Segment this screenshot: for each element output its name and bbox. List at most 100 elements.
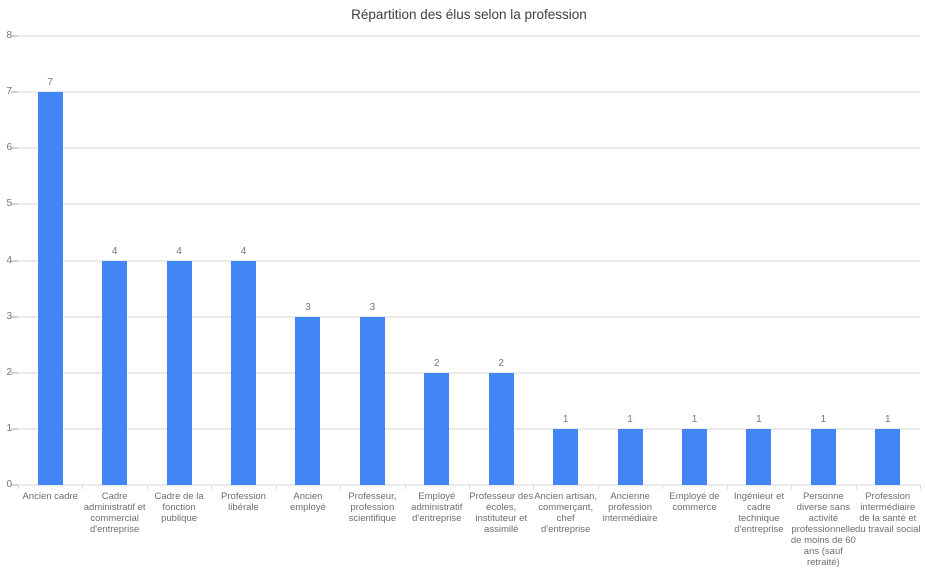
category-label-line: commerce xyxy=(672,502,717,513)
category-label-line: Profession xyxy=(221,491,266,502)
bar-value-label: 1 xyxy=(820,413,827,425)
x-axis-category-label: Employé de commerce xyxy=(657,491,733,513)
x-axis-boundary-tick xyxy=(533,485,535,489)
category-label-line: Ancien cadre xyxy=(22,491,78,502)
y-gridline xyxy=(18,371,920,374)
x-axis-boundary-tick xyxy=(18,485,19,489)
x-axis-category-label: Personne diverse sans activité professionne… xyxy=(785,491,861,568)
category-label-line: de moins de 60 xyxy=(790,535,856,546)
category-label-line: du travail social xyxy=(855,524,921,535)
x-axis-category-label: Ancienne profession intermédiaire xyxy=(592,491,668,524)
x-axis-category-label: Ancien cadre xyxy=(12,491,88,502)
x-axis-boundary-tick xyxy=(340,485,342,489)
x-axis-boundary-tick xyxy=(791,485,793,489)
y-axis-tick-label: 1 xyxy=(6,422,12,434)
category-label-line: chef xyxy=(556,513,575,524)
category-label-line: commerçant, xyxy=(538,502,594,513)
bar xyxy=(424,372,450,485)
y-gridline xyxy=(18,91,920,94)
bar-value-label: 1 xyxy=(885,413,891,425)
bar xyxy=(295,316,321,485)
category-label-line: Cadre de la xyxy=(154,491,204,502)
bar xyxy=(37,92,63,485)
x-axis-category-label: Employé administratif d'entreprise xyxy=(399,491,475,524)
y-axis-tick xyxy=(11,371,18,374)
y-gridline xyxy=(18,203,920,206)
category-label-line: d'entreprise xyxy=(412,513,462,524)
y-axis-tick xyxy=(11,91,18,94)
category-label-line: activité xyxy=(808,513,839,524)
category-label-line: publique xyxy=(161,513,198,524)
y-gridline xyxy=(18,315,920,318)
y-axis-tick xyxy=(11,427,18,430)
y-axis-tick xyxy=(11,315,18,318)
x-axis-category-label: Ancien employé xyxy=(270,491,346,513)
x-axis-boundary-tick xyxy=(855,485,857,489)
category-label-line: professionnelle xyxy=(791,524,856,535)
category-label-line: Employé xyxy=(418,491,456,502)
category-label-line: instituteur et xyxy=(475,513,528,524)
category-label-line: d'entreprise xyxy=(89,524,140,535)
bar xyxy=(553,428,579,485)
y-axis-tick xyxy=(11,147,18,150)
x-axis-category-label: Cadre administratif et commercial d'entrepr… xyxy=(77,491,153,535)
bar xyxy=(488,372,514,485)
y-axis-tick xyxy=(11,484,18,486)
category-label-line: fonction xyxy=(162,502,196,513)
y-axis-tick-label: 6 xyxy=(6,142,12,154)
category-label-line: technique xyxy=(738,513,780,524)
y-gridline xyxy=(18,427,920,430)
y-axis-tick xyxy=(11,259,18,262)
y-axis-tick-label: 5 xyxy=(6,198,12,210)
category-label-line: assimilé xyxy=(484,524,519,535)
bar xyxy=(359,316,385,485)
x-axis-category-label: Ancien artisan, commerçant, chef d'entrepri… xyxy=(528,491,604,535)
bar xyxy=(746,428,772,485)
y-gridline xyxy=(18,259,920,262)
category-label-line: cadre xyxy=(747,502,771,513)
category-label-line: diverse sans xyxy=(796,502,851,513)
category-label-line: ans (sauf xyxy=(803,546,843,557)
x-axis-boundary-tick xyxy=(211,485,213,489)
bar xyxy=(682,428,707,485)
bar xyxy=(231,260,256,485)
category-label-line: employé xyxy=(289,502,326,513)
category-label-line: Ancien xyxy=(293,491,323,502)
category-label-line: Professeur, xyxy=(348,491,397,502)
bar-value-label: 4 xyxy=(240,245,247,257)
category-label-line: profession xyxy=(350,502,395,513)
x-axis-category-label: Ingénieur et cadre technique d'entreprise xyxy=(721,491,797,535)
y-gridline xyxy=(18,35,920,37)
category-label-line: Employé de xyxy=(669,491,720,502)
bar-value-label: 3 xyxy=(305,301,311,313)
category-label-line: Profession xyxy=(865,491,911,502)
x-axis-category-label: Professeur des écoles, instituteur et assim… xyxy=(463,491,539,535)
y-axis-tick-label: 4 xyxy=(6,254,12,266)
y-gridline xyxy=(18,147,920,150)
y-axis-tick-label: 7 xyxy=(6,86,12,98)
x-axis-category-label: Cadre de la fonction publique xyxy=(141,491,217,524)
category-label-line: intermédiaire xyxy=(602,513,658,524)
x-axis-boundary-tick xyxy=(275,485,277,489)
category-label-line: Cadre xyxy=(101,491,128,502)
category-label-line: intermédiaire xyxy=(860,502,916,513)
chart-title: Répartition des élus selon la profession xyxy=(351,7,587,22)
y-axis-tick xyxy=(11,35,18,37)
y-axis-tick-label: 2 xyxy=(6,366,12,378)
category-label-line: Professeur des xyxy=(469,491,534,502)
x-axis-category-label: Profession libérale xyxy=(206,491,282,513)
bar xyxy=(810,428,836,485)
x-axis-boundary-tick xyxy=(469,485,470,489)
x-axis-boundary-tick xyxy=(920,485,921,489)
bar-value-label: 4 xyxy=(111,245,118,257)
bar-value-label: 4 xyxy=(176,245,182,257)
category-label-line: scientifique xyxy=(348,513,397,524)
x-axis-category-label: Professeur, profession scientifique xyxy=(334,491,410,524)
category-label-line: Ancien artisan, xyxy=(534,491,598,502)
category-label-line: écoles, xyxy=(486,502,517,513)
x-axis-boundary-tick xyxy=(597,485,599,489)
x-axis-category-label: Profession intermédiaire de la santé et du … xyxy=(850,491,925,535)
bar xyxy=(102,260,128,485)
y-axis-tick xyxy=(11,203,18,206)
